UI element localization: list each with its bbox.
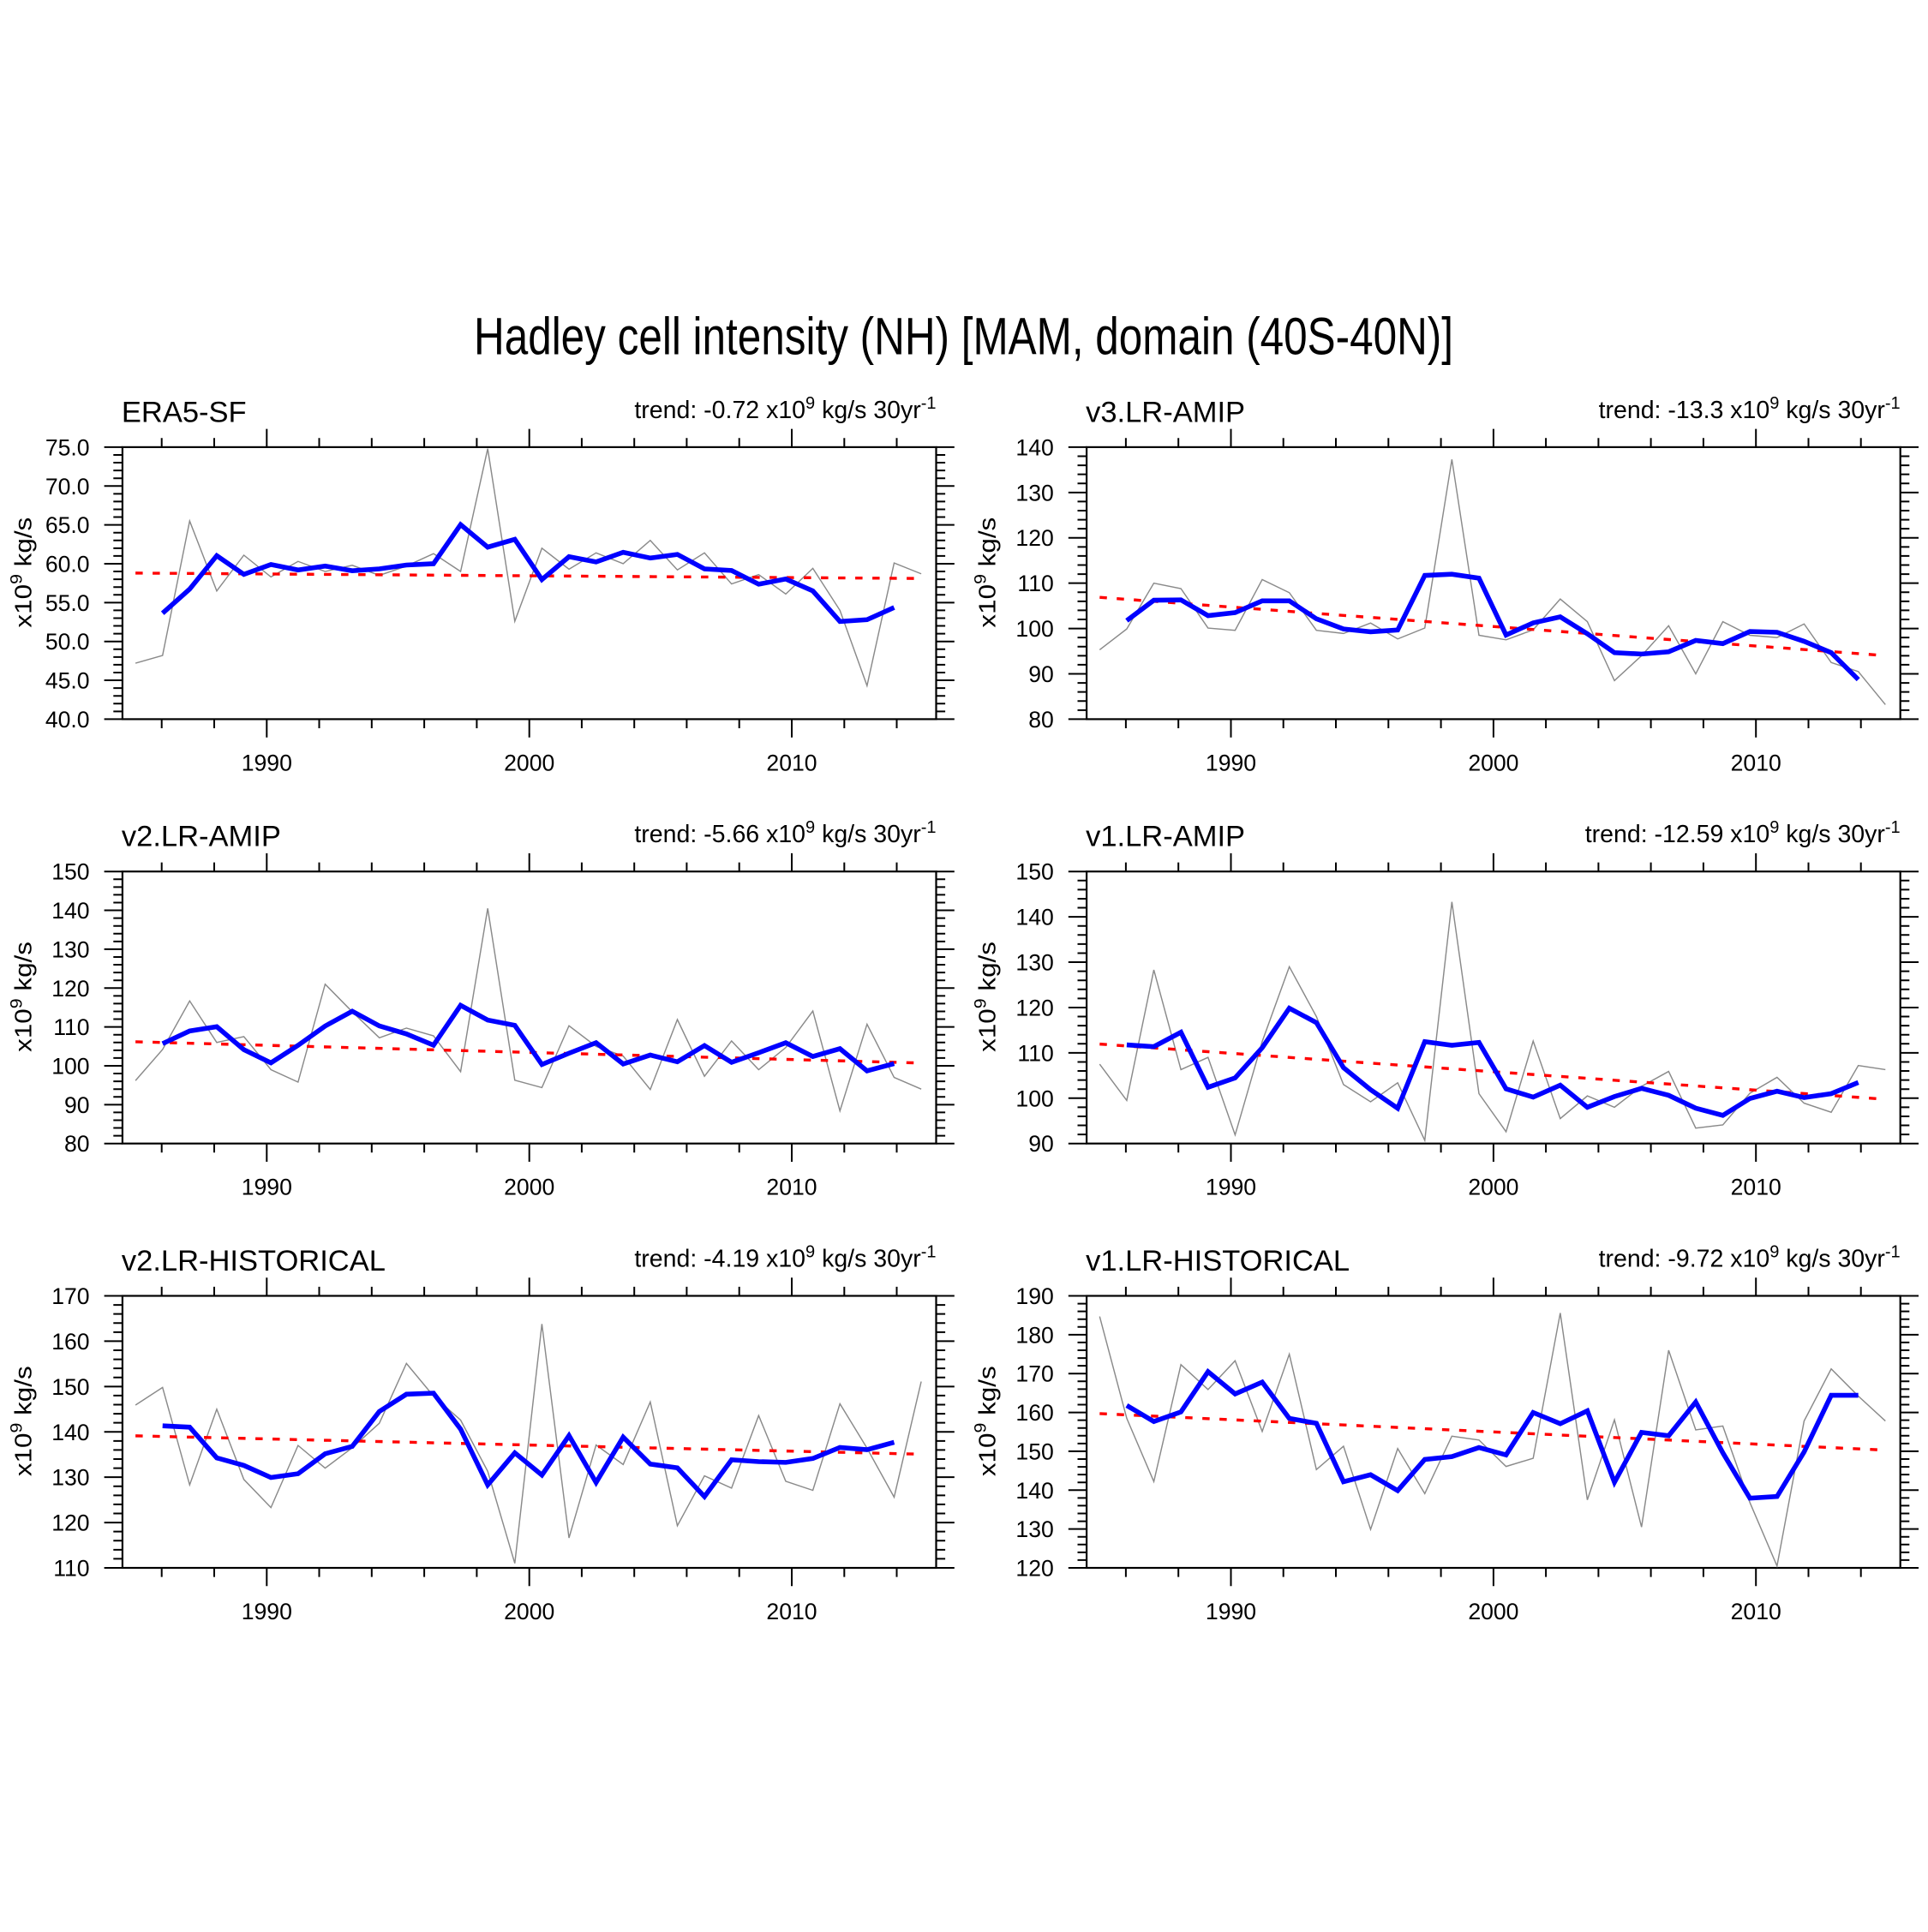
svg-text:1990: 1990 [242, 1599, 292, 1624]
svg-text:1990: 1990 [1206, 1175, 1256, 1200]
svg-text:2000: 2000 [504, 1175, 554, 1200]
svg-text:v1.LR-HISTORICAL: v1.LR-HISTORICAL [1086, 1245, 1350, 1277]
svg-text:2000: 2000 [1468, 1599, 1518, 1624]
svg-text:2000: 2000 [1468, 1175, 1518, 1200]
svg-text:190: 190 [1015, 1283, 1053, 1309]
svg-text:160: 160 [51, 1329, 89, 1355]
svg-text:ERA5-SF: ERA5-SF [122, 396, 247, 428]
svg-text:75.0: 75.0 [45, 434, 90, 460]
svg-text:x109 kg/s: x109 kg/s [973, 942, 1002, 1052]
svg-text:110: 110 [1017, 1040, 1053, 1066]
svg-text:130: 130 [51, 936, 89, 962]
svg-text:80: 80 [64, 1131, 90, 1157]
svg-text:90: 90 [64, 1092, 90, 1118]
svg-text:90: 90 [1028, 1131, 1054, 1157]
svg-text:40.0: 40.0 [45, 707, 90, 733]
svg-text:trend: -13.3 x109 kg/s 30yr-1: trend: -13.3 x109 kg/s 30yr-1 [1599, 394, 1901, 424]
svg-text:2010: 2010 [766, 750, 817, 775]
svg-text:2000: 2000 [504, 1599, 554, 1624]
svg-text:1990: 1990 [1206, 750, 1256, 775]
svg-text:trend: -4.19 x109 kg/s 30yr-1: trend: -4.19 x109 kg/s 30yr-1 [634, 1243, 936, 1273]
svg-text:110: 110 [1017, 571, 1053, 596]
svg-text:trend: -9.72 x109 kg/s 30yr-1: trend: -9.72 x109 kg/s 30yr-1 [1599, 1243, 1901, 1273]
svg-text:140: 140 [1015, 1478, 1053, 1504]
svg-text:50.0: 50.0 [45, 629, 90, 655]
svg-text:120: 120 [51, 976, 89, 1002]
svg-text:v2.LR-AMIP: v2.LR-AMIP [122, 821, 281, 853]
svg-text:150: 150 [1015, 859, 1053, 885]
svg-text:130: 130 [1015, 1516, 1053, 1542]
svg-text:2010: 2010 [1731, 1175, 1781, 1200]
svg-text:45.0: 45.0 [45, 668, 90, 694]
svg-text:140: 140 [51, 1420, 89, 1445]
svg-text:130: 130 [51, 1465, 89, 1491]
svg-text:110: 110 [53, 1014, 89, 1040]
svg-text:v3.LR-AMIP: v3.LR-AMIP [1086, 396, 1245, 428]
svg-text:v1.LR-AMIP: v1.LR-AMIP [1086, 821, 1245, 853]
svg-text:trend: -12.59 x109 kg/s 30yr-1: trend: -12.59 x109 kg/s 30yr-1 [1585, 818, 1901, 848]
svg-text:170: 170 [1015, 1361, 1053, 1387]
svg-text:2010: 2010 [766, 1599, 817, 1624]
svg-text:100: 100 [1015, 616, 1053, 642]
svg-text:140: 140 [51, 898, 89, 924]
svg-text:140: 140 [1015, 434, 1053, 460]
svg-text:150: 150 [51, 1374, 89, 1400]
svg-text:1990: 1990 [242, 1175, 292, 1200]
svg-text:80: 80 [1028, 707, 1054, 733]
svg-text:120: 120 [1015, 525, 1053, 551]
svg-text:x109 kg/s: x109 kg/s [9, 517, 38, 628]
svg-text:65.0: 65.0 [45, 512, 90, 538]
svg-text:2010: 2010 [766, 1175, 817, 1200]
svg-text:trend: -5.66 x109 kg/s 30yr-1: trend: -5.66 x109 kg/s 30yr-1 [634, 818, 936, 848]
svg-text:160: 160 [1015, 1400, 1053, 1426]
svg-text:2000: 2000 [1468, 750, 1518, 775]
svg-text:150: 150 [1015, 1439, 1053, 1464]
svg-text:Hadley cell intensity (NH) [MA: Hadley cell intensity (NH) [MAM, domain … [474, 308, 1453, 366]
svg-text:x109 kg/s: x109 kg/s [973, 517, 1002, 628]
svg-text:70.0: 70.0 [45, 474, 90, 499]
svg-text:90: 90 [1028, 661, 1054, 687]
svg-text:trend: -0.72 x109 kg/s 30yr-1: trend: -0.72 x109 kg/s 30yr-1 [634, 394, 936, 424]
svg-text:120: 120 [1015, 995, 1053, 1020]
svg-text:170: 170 [51, 1283, 89, 1309]
svg-text:v2.LR-HISTORICAL: v2.LR-HISTORICAL [122, 1245, 386, 1277]
svg-text:110: 110 [53, 1556, 89, 1582]
svg-text:120: 120 [51, 1510, 89, 1536]
svg-text:60.0: 60.0 [45, 551, 90, 577]
svg-text:2000: 2000 [504, 750, 554, 775]
svg-text:120: 120 [1015, 1556, 1053, 1582]
svg-text:130: 130 [1015, 950, 1053, 976]
svg-text:1990: 1990 [242, 750, 292, 775]
svg-text:1990: 1990 [1206, 1599, 1256, 1624]
svg-text:140: 140 [1015, 905, 1053, 930]
svg-text:100: 100 [51, 1053, 89, 1079]
svg-text:2010: 2010 [1731, 1599, 1781, 1624]
svg-text:180: 180 [1015, 1322, 1053, 1348]
svg-text:2010: 2010 [1731, 750, 1781, 775]
svg-text:130: 130 [1015, 480, 1053, 505]
svg-text:100: 100 [1015, 1086, 1053, 1111]
svg-text:150: 150 [51, 859, 89, 885]
svg-text:x109 kg/s: x109 kg/s [9, 1366, 38, 1476]
svg-text:55.0: 55.0 [45, 590, 90, 616]
svg-text:x109 kg/s: x109 kg/s [973, 1366, 1002, 1476]
svg-text:x109 kg/s: x109 kg/s [9, 942, 38, 1052]
